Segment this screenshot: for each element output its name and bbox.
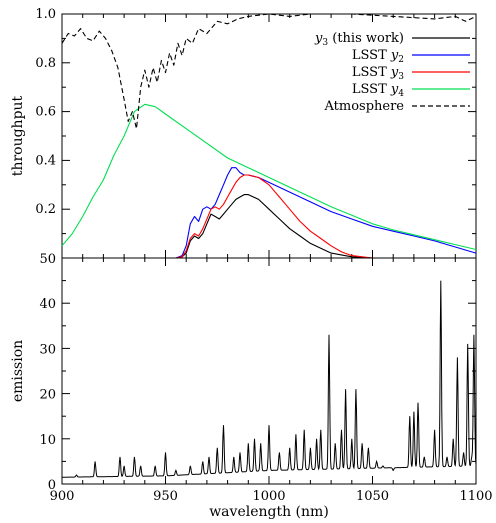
top-ytick-label: 0.8 <box>35 56 56 71</box>
series-atmosphere <box>61 13 477 130</box>
top-ytick-label: 1.0 <box>35 7 56 22</box>
emission-plot-frame <box>61 257 477 485</box>
bot-ytick-label: 20 <box>39 388 56 403</box>
xtick-label: 1050 <box>356 489 389 504</box>
emission-series <box>62 280 477 478</box>
throughput-ticks: 0.2 0.4 0.6 0.8 1.0 <box>35 7 477 258</box>
bot-ytick-label: 0 <box>48 478 56 493</box>
series-emission <box>62 280 477 478</box>
emission-ticks: 900 950 1000 1050 1100 0 10 20 30 40 50 <box>39 252 492 504</box>
legend-label: LSST y4 <box>352 82 404 99</box>
series-y3-this-work <box>62 194 373 259</box>
legend-label: LSST y3 <box>352 65 404 82</box>
series-lsst-y4 <box>61 103 477 251</box>
top-ytick-label: 0.2 <box>35 202 56 217</box>
throughput-series <box>61 13 477 259</box>
emission-ylabel: emission <box>10 340 26 402</box>
legend-label: y3 (this work) <box>314 31 404 48</box>
series-lsst-y3 <box>62 174 373 259</box>
xlabel: wavelength (nm) <box>209 504 329 520</box>
xtick-label: 950 <box>153 489 178 504</box>
bot-ytick-label: 30 <box>39 342 56 357</box>
legend-label: LSST y2 <box>352 48 404 65</box>
top-ytick-label: 0.6 <box>35 105 56 120</box>
xtick-label: 1000 <box>252 489 285 504</box>
xtick-label: 900 <box>50 489 75 504</box>
xtick-label: 1100 <box>459 489 492 504</box>
top-ytick-label: 0.4 <box>35 153 56 168</box>
throughput-ylabel: throughput <box>10 95 26 176</box>
series-lsst-y2 <box>62 167 477 259</box>
emission-panel: 900 950 1000 1050 1100 0 10 20 30 40 50 emission w… <box>10 252 493 520</box>
bot-ytick-label: 50 <box>39 252 56 267</box>
bot-ytick-label: 10 <box>39 433 56 448</box>
legend-label: Atmosphere <box>323 99 404 114</box>
bot-ytick-label: 40 <box>39 297 56 312</box>
throughput-panel: 0.2 0.4 0.6 0.8 1.0 throughput y3 (this work… <box>10 7 477 259</box>
